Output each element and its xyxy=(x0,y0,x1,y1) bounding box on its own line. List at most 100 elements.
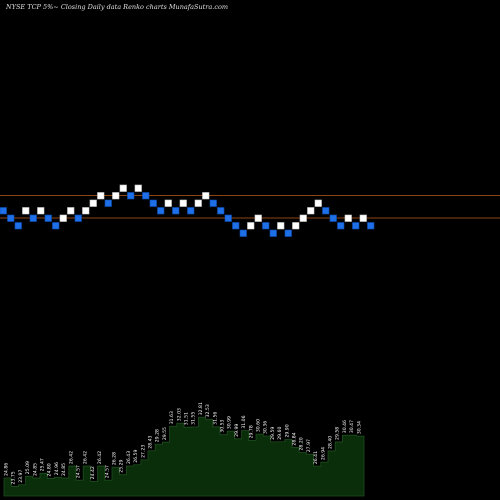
up-brick xyxy=(22,207,30,215)
up-brick xyxy=(314,199,322,207)
volume-label: 29.58 xyxy=(335,427,341,440)
up-brick xyxy=(67,207,75,215)
volume-label: 27.97 xyxy=(306,439,312,452)
down-brick xyxy=(127,192,135,200)
down-brick xyxy=(7,214,15,222)
volume-label: 24.57 xyxy=(104,465,110,478)
up-brick xyxy=(37,207,45,215)
volume-label: 32.53 xyxy=(205,404,211,417)
up-brick xyxy=(292,222,300,230)
down-brick xyxy=(187,207,195,215)
up-brick xyxy=(119,184,127,192)
down-brick xyxy=(337,222,345,230)
down-brick xyxy=(284,229,292,237)
up-brick xyxy=(202,192,210,200)
down-brick xyxy=(232,222,240,230)
down-brick xyxy=(52,222,60,230)
volume-label: 31.63 xyxy=(169,411,175,424)
up-brick xyxy=(277,222,285,230)
volume-label: 31.56 xyxy=(212,412,218,425)
down-brick xyxy=(172,207,180,215)
volume-label: 31.55 xyxy=(191,412,197,425)
up-brick xyxy=(89,199,97,207)
down-brick xyxy=(329,214,337,222)
volume-label: 23.97 xyxy=(18,470,24,483)
down-brick xyxy=(157,207,165,215)
volume-label: 29.99 xyxy=(234,424,240,437)
volume-label: 29.78 xyxy=(248,425,254,438)
down-brick xyxy=(149,199,157,207)
volume-label: 30.36 xyxy=(263,421,269,434)
volume-profile xyxy=(3,416,365,497)
volume-label: 25.09 xyxy=(25,461,31,474)
volume-label: 29.28 xyxy=(155,429,161,442)
volume-label: 26.28 xyxy=(112,452,118,465)
volume-label: 30.99 xyxy=(227,416,233,429)
up-brick xyxy=(359,214,367,222)
up-brick xyxy=(134,184,142,192)
up-brick xyxy=(164,199,172,207)
up-brick xyxy=(112,192,120,200)
volume-label: 26.42 xyxy=(83,451,89,464)
up-brick xyxy=(179,199,187,207)
volume-label: 25.29 xyxy=(119,459,125,472)
down-brick xyxy=(322,207,330,215)
volume-label: 31.06 xyxy=(241,415,247,428)
volume-label: 26.94 xyxy=(320,447,326,460)
volume-label: 28.43 xyxy=(148,435,154,448)
reference-lines xyxy=(0,195,500,219)
volume-label: 27.23 xyxy=(140,445,146,458)
volume-label: 24.80 xyxy=(47,463,53,476)
volume-label: 32.03 xyxy=(176,408,182,421)
down-brick xyxy=(269,229,277,237)
volume-label: 26.43 xyxy=(126,451,132,464)
volume-label: 26.42 xyxy=(68,451,74,464)
down-brick xyxy=(142,192,150,200)
volume-label: 30.60 xyxy=(256,419,262,432)
down-brick xyxy=(29,214,37,222)
volume-area xyxy=(3,416,365,497)
volume-label: 24.57 xyxy=(76,465,82,478)
volume-label: 26.41 xyxy=(313,451,319,464)
down-brick xyxy=(352,222,360,230)
volume-label: 30.46 xyxy=(342,420,348,433)
down-brick xyxy=(44,214,52,222)
volume-label: 28.20 xyxy=(299,437,305,450)
up-brick xyxy=(82,207,90,215)
volume-label: 32.81 xyxy=(198,402,204,415)
volume-label: 24.96 xyxy=(54,462,60,475)
down-brick xyxy=(209,199,217,207)
down-brick xyxy=(0,207,7,215)
volume-label: 30.34 xyxy=(356,421,362,434)
down-brick xyxy=(224,214,232,222)
volume-label: 28.84 xyxy=(292,432,298,445)
up-brick xyxy=(59,214,67,222)
up-brick xyxy=(194,199,202,207)
up-brick xyxy=(254,214,262,222)
up-brick xyxy=(247,222,255,230)
volume-label: 30.47 xyxy=(349,420,355,433)
renko-bricks xyxy=(0,184,375,237)
volume-label: 31.51 xyxy=(184,412,190,425)
down-brick xyxy=(367,222,375,230)
volume-label: 23.75 xyxy=(11,471,17,484)
volume-label: 28.40 xyxy=(328,436,334,449)
volume-label: 26.42 xyxy=(97,451,103,464)
volume-label: 29.55 xyxy=(162,427,168,440)
volume-label: 26.59 xyxy=(133,450,139,463)
down-brick xyxy=(262,222,270,230)
volume-label: 24.86 xyxy=(4,463,10,476)
chart-title: NYSE TCP 5%~ Closing Daily data Renko ch… xyxy=(6,3,229,11)
volume-label: 24.85 xyxy=(61,463,67,476)
up-brick xyxy=(344,214,352,222)
volume-label: 24.42 xyxy=(90,466,96,479)
volume-label: 29.90 xyxy=(284,424,290,437)
up-brick xyxy=(299,214,307,222)
volume-label: 24.85 xyxy=(32,463,38,476)
up-brick xyxy=(307,207,315,215)
down-brick xyxy=(239,229,247,237)
down-brick xyxy=(104,199,112,207)
volume-label: 30.53 xyxy=(220,419,226,432)
